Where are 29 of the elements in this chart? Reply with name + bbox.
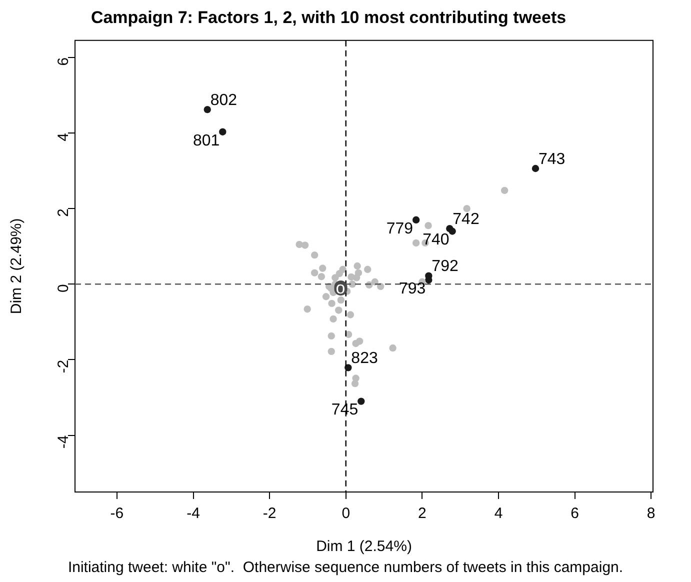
annotation: o [334, 278, 348, 298]
y-tick-label: -2 [55, 360, 72, 374]
y-tick-label: 6 [55, 57, 72, 66]
y-tick-label: 2 [55, 208, 72, 217]
x-tick-label: 2 [418, 505, 426, 522]
annotation: 793 [398, 280, 426, 298]
annotation: 740 [422, 232, 450, 249]
y-tick-label: 4 [55, 132, 72, 142]
annotation: 823 [351, 350, 378, 368]
annotation: 792 [432, 258, 458, 276]
x-tick-label: 0 [342, 505, 350, 522]
annotation: 779 [386, 220, 414, 238]
x-tick-label: 8 [646, 505, 656, 522]
annotation: 742 [452, 211, 480, 228]
annotation: 802 [210, 92, 238, 109]
y-tick-label: 0 [55, 284, 72, 292]
y-axis-title: Dim 2 (2.49%) [8, 218, 26, 314]
x-tick-label: -4 [186, 505, 200, 522]
text: Initiating tweet: white "o". Otherwise sequence numbers of tweets in this campaign. [68, 559, 624, 576]
x-axis-title: Dim 1 (2.54%) [316, 538, 412, 556]
x-tick-label: -6 [110, 505, 124, 522]
x-tick-label: 4 [494, 505, 503, 522]
annotation: 743 [538, 150, 566, 168]
annotation: 745 [331, 402, 358, 419]
annotation: 801 [192, 132, 220, 150]
x-tick-label: 6 [570, 505, 579, 522]
chart-title: Campaign 7: Factors 1, 2, with 10 most contributing tweets [90, 8, 566, 27]
y-tick-label: -4 [55, 435, 72, 449]
x-tick-label: -2 [262, 505, 276, 522]
